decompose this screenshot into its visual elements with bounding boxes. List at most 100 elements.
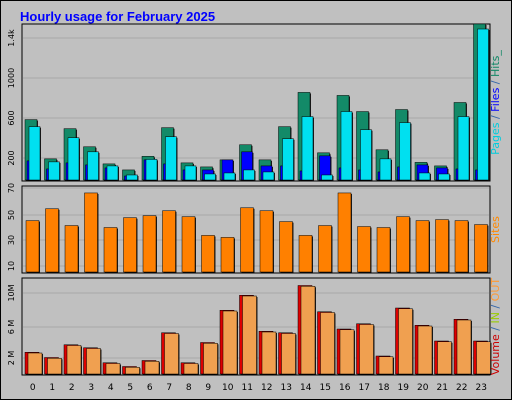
chart-title: Hourly usage for February 2025 [20, 9, 216, 24]
bar-sites-14 [298, 235, 313, 273]
y-axis-label-part-2-3: / [489, 301, 502, 312]
bar-sites-13 [279, 221, 293, 273]
bar-sites-5 [123, 217, 137, 273]
bar-sites-21 [435, 219, 449, 273]
y-tick-label-2-0: 2 M [7, 351, 16, 366]
bar-pages-21 [438, 173, 450, 181]
bar-sites-17 [357, 226, 371, 273]
bar-sites-3 [84, 192, 98, 273]
y-tick-label-0-1: 600 [7, 110, 16, 125]
bar-sites-19 [396, 216, 410, 273]
x-tick-label-5: 5 [127, 383, 133, 393]
y-axis-label-part-2-0: Volume [489, 334, 502, 375]
y-axis-label-part-2-1: / [489, 324, 502, 335]
bar-pages-22 [457, 116, 470, 181]
bar-sites-12 [259, 210, 274, 273]
x-tick-label-16: 16 [339, 383, 351, 393]
bar-pages-20 [418, 172, 431, 181]
bar-sites-6 [142, 215, 157, 273]
bar-pages-15 [321, 174, 333, 181]
x-tick-label-2: 2 [69, 383, 75, 393]
x-tick-label-6: 6 [147, 383, 153, 393]
y-axis-label-part-2-2: IN [489, 312, 502, 323]
bar-pages-10 [223, 172, 236, 181]
x-tick-label-4: 4 [108, 383, 114, 393]
y-axis-label-part-1-0: Sites [489, 216, 502, 243]
bar-out-19 [398, 308, 413, 375]
bar-out-23 [476, 341, 491, 375]
x-tick-label-20: 20 [417, 383, 429, 393]
bar-sites-18 [376, 227, 391, 273]
bar-out-7 [164, 333, 179, 375]
bar-sites-9 [201, 235, 215, 273]
x-tick-label-19: 19 [398, 383, 410, 393]
y-axis-label-0: Pages / Files / Hits_ [489, 50, 502, 155]
y-axis-label-part-0-1: / [489, 112, 502, 123]
bar-sites-23 [474, 224, 488, 273]
x-tick-label-3: 3 [88, 383, 94, 393]
bar-out-3 [86, 348, 101, 375]
bar-sites-4 [103, 227, 118, 273]
x-tick-label-17: 17 [359, 383, 370, 393]
bar-pages-1 [48, 161, 60, 181]
x-tick-label-14: 14 [300, 383, 312, 393]
x-tick-label-7: 7 [166, 383, 172, 393]
bar-pages-7 [165, 136, 177, 181]
bar-sites-22 [454, 220, 469, 273]
bar-sites-15 [318, 225, 332, 273]
x-tick-label-12: 12 [261, 383, 272, 393]
bar-pages-11 [243, 169, 255, 181]
bar-pages-23 [477, 28, 489, 181]
y-tick-label-1-3: 70 [7, 183, 16, 193]
bar-sites-1 [45, 208, 59, 273]
bar-sites-2 [64, 225, 79, 273]
y-tick-label-0-0: 200 [7, 150, 16, 165]
bar-sites-20 [415, 220, 430, 273]
x-tick-label-13: 13 [281, 383, 292, 393]
bar-out-13 [281, 333, 296, 375]
y-tick-label-1-0: 10 [7, 261, 16, 271]
x-tick-label-18: 18 [378, 383, 390, 393]
bar-pages-5 [126, 174, 138, 181]
bar-out-4 [105, 363, 121, 375]
bar-pages-12 [262, 171, 275, 181]
bar-out-1 [47, 358, 62, 375]
bar-out-14 [300, 286, 316, 375]
bar-pages-0 [28, 126, 41, 181]
bar-pages-13 [282, 138, 294, 181]
bar-out-21 [437, 341, 452, 375]
y-tick-label-1-1: 30 [7, 235, 16, 245]
bar-sites-11 [240, 207, 254, 273]
y-tick-label-1-2: 50 [7, 210, 16, 220]
bar-out-5 [125, 367, 140, 375]
y-tick-label-2-1: 6 M [7, 320, 16, 335]
y-tick-label-2-2: 10M [7, 284, 16, 301]
x-tick-label-9: 9 [205, 383, 211, 393]
bar-out-16 [339, 329, 355, 375]
y-axis-label-part-0-2: Files [489, 87, 502, 111]
bar-out-15 [320, 312, 335, 375]
bar-out-10 [222, 310, 238, 375]
y-tick-label-0-3: 1.4k [7, 29, 16, 47]
bar-out-11 [242, 295, 257, 375]
y-axis-label-part-2-4: OUT [489, 278, 502, 302]
bar-out-0 [27, 352, 43, 375]
bar-pages-9 [204, 173, 216, 181]
bar-out-20 [417, 325, 433, 375]
bar-pages-18 [379, 158, 392, 181]
y-axis-label-2: Volume / IN / OUT [489, 278, 502, 376]
bar-pages-17 [360, 129, 372, 181]
x-tick-label-15: 15 [320, 383, 331, 393]
x-tick-label-0: 0 [30, 383, 36, 393]
x-tick-label-23: 23 [476, 383, 487, 393]
bar-out-18 [378, 356, 394, 375]
panel-1 [21, 185, 491, 274]
bar-sites-8 [181, 216, 196, 273]
x-tick-label-11: 11 [242, 383, 253, 393]
bar-pages-2 [67, 137, 80, 181]
bar-pages-16 [340, 111, 353, 181]
bar-sites-16 [337, 192, 352, 273]
bar-pages-19 [399, 122, 411, 181]
y-axis-label-part-0-0: Pages [489, 122, 502, 155]
bar-sites-0 [25, 220, 40, 273]
